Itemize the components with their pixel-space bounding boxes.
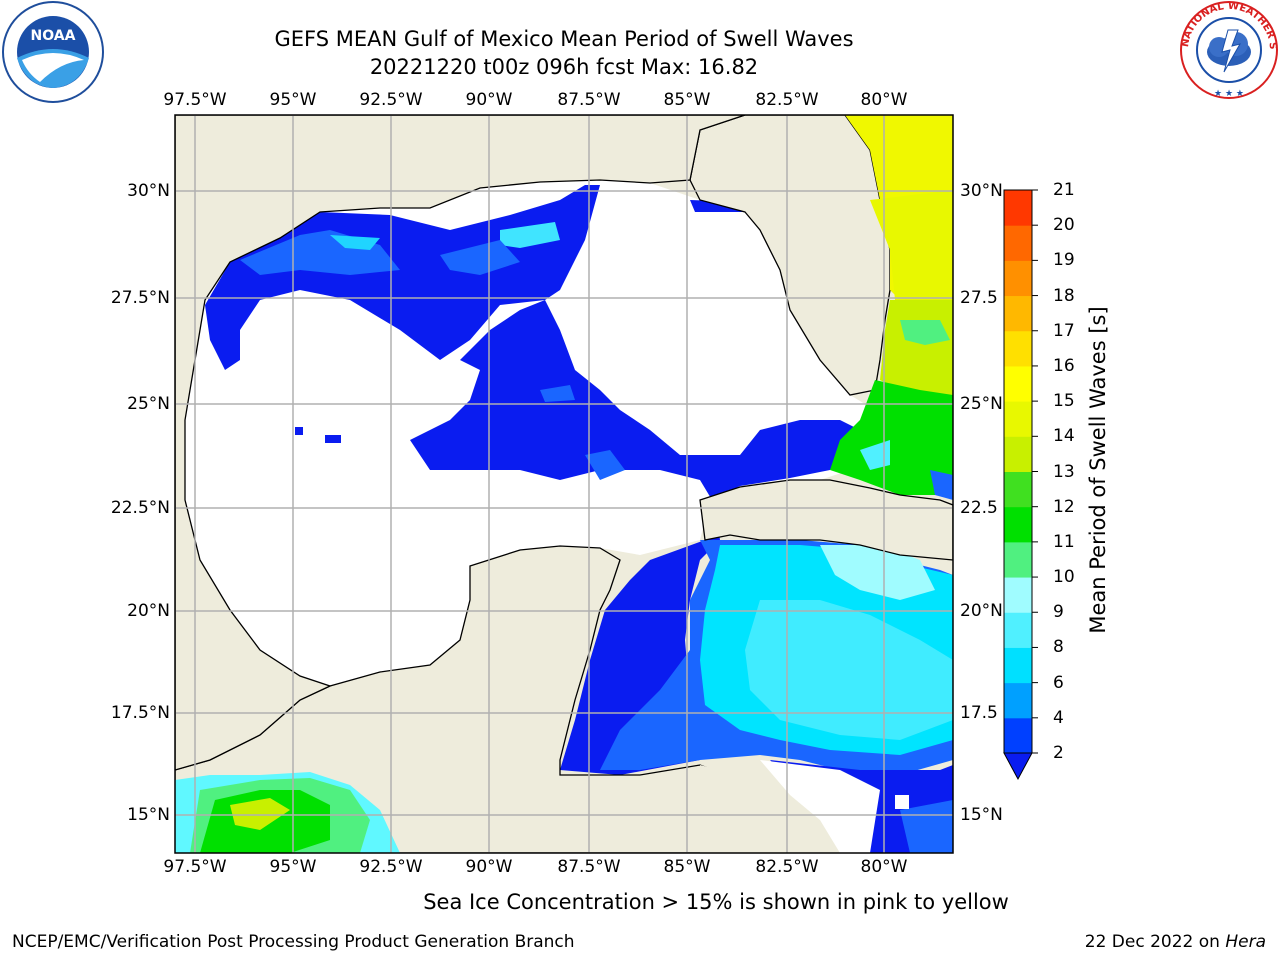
generation-credit: 22 Dec 2022 on Hera — [1085, 932, 1266, 952]
colorbar-segment — [1004, 365, 1032, 402]
lat-label-right: 30°N — [960, 181, 1003, 201]
colorbar-segment — [1004, 612, 1032, 648]
lat-label-left: 15°N — [127, 805, 170, 825]
colorbar-tick-label: 14 — [1053, 426, 1075, 447]
colorbar-tick-label: 13 — [1053, 461, 1075, 482]
lat-label-left: 27.5°N — [110, 288, 170, 308]
footnote-text: Sea Ice Concentration > 15% is shown in … — [423, 890, 1009, 914]
colorbar-tick-label: 4 — [1053, 707, 1064, 728]
lon-label-bottom: 95°W — [269, 857, 317, 877]
colorbar-segment — [1004, 577, 1032, 613]
lon-label-bottom: 92.5°W — [359, 857, 423, 877]
colorbar-tick-label: 6 — [1053, 672, 1064, 693]
lon-label-top: 85°W — [663, 90, 711, 110]
chart-title: GEFS MEAN Gulf of Mexico Mean Period of … — [274, 27, 854, 51]
lat-label-left: 20°N — [127, 601, 170, 621]
colorbar-tick-label: 2 — [1053, 743, 1064, 763]
lon-label-bottom: 97.5°W — [163, 857, 227, 877]
colorbar-tick-label: 10 — [1053, 567, 1075, 588]
lat-label-right: 15°N — [960, 805, 1003, 825]
colorbar-segment — [1004, 295, 1032, 332]
colorbar-segment — [1004, 471, 1032, 508]
map-field — [175, 115, 953, 853]
lon-label-top: 97.5°W — [163, 90, 227, 110]
lon-label-bottom: 90°W — [465, 857, 513, 877]
lat-label-right: 20°N — [960, 601, 1003, 621]
lon-label-top: 80°W — [860, 90, 908, 110]
colorbar-segment — [1004, 541, 1032, 578]
lon-label-top: 95°W — [269, 90, 317, 110]
producer-credit: NCEP/EMC/Verification Post Processing Pr… — [12, 932, 575, 952]
lat-label-right: 27.5 — [960, 288, 998, 308]
colorbar-tick-label: 15 — [1053, 391, 1075, 412]
colorbar-tick-label: 19 — [1053, 250, 1075, 271]
credit-machine: Hera — [1225, 932, 1266, 952]
colorbar-segment — [1004, 682, 1032, 719]
mexico-west — [175, 115, 746, 771]
colorbar-segment — [1004, 260, 1032, 297]
noaa-logo: NOAA — [2, 1, 104, 103]
colorbar-tick-label: 16 — [1053, 355, 1075, 376]
lat-label-left: 30°N — [127, 181, 170, 201]
colorbar-tick-label: 12 — [1053, 496, 1075, 517]
credit-date: 22 Dec 2022 on — [1084, 932, 1226, 952]
lat-label-left: 17.5°N — [110, 703, 170, 723]
colorbar-segment — [1004, 225, 1032, 261]
chart-subtitle: 20221220 t00z 096h fcst Max: 16.82 — [369, 55, 759, 79]
lat-label-right: 25°N — [960, 394, 1003, 414]
colorbar-segment — [1004, 330, 1032, 367]
colorbar-tick-label: 8 — [1053, 637, 1064, 658]
lon-label-top: 90°W — [465, 90, 513, 110]
colorbar-tick-label: 11 — [1053, 531, 1075, 552]
lat-label-right: 22.5 — [960, 498, 998, 518]
colorbar-tick-label: 17 — [1053, 320, 1075, 341]
lon-label-bottom: 80°W — [860, 857, 908, 877]
colorbar-tick-label: 18 — [1053, 285, 1075, 306]
lon-label-bottom: 87.5°W — [557, 857, 621, 877]
lon-label-bottom: 82.5°W — [755, 857, 819, 877]
colorbar-segment — [1004, 506, 1032, 543]
lat-label-left: 25°N — [127, 394, 170, 414]
sea-ice-footnote: Sea Ice Concentration > 15% is shown in … — [0, 890, 1280, 914]
colorbar-segment — [1004, 401, 1032, 437]
lat-label-right: 17.5 — [960, 703, 998, 723]
colorbar-segment — [1004, 717, 1032, 754]
lon-label-top: 92.5°W — [359, 90, 423, 110]
svg-text:★ ★ ★: ★ ★ ★ — [1214, 89, 1244, 99]
colorbar-tick-label: 20 — [1053, 215, 1075, 236]
lon-label-bottom: 85°W — [663, 857, 711, 877]
colorbar-segment — [1004, 436, 1032, 472]
lon-label-top: 87.5°W — [557, 90, 621, 110]
nws-logo: NATIONAL WEATHER SERVICE ★ ★ ★ — [1178, 0, 1278, 99]
colorbar-extend-arrow — [1003, 752, 1033, 781]
cuba — [699, 479, 953, 561]
lon-label-top: 82.5°W — [755, 90, 819, 110]
colorbar-tick-label: 21 — [1053, 180, 1075, 200]
colorbar-segment — [1004, 190, 1032, 226]
colorbar-label: Mean Period of Swell Waves [s] — [1086, 306, 1110, 634]
map-frame — [174, 114, 954, 854]
colorbar-tick-label: 9 — [1053, 602, 1064, 623]
noaa-wordmark: NOAA — [31, 28, 76, 44]
map-grid — [175, 115, 953, 853]
colorbar — [1003, 189, 1038, 781]
colorbar-segment — [1004, 647, 1032, 684]
lat-label-left: 22.5°N — [110, 498, 170, 518]
